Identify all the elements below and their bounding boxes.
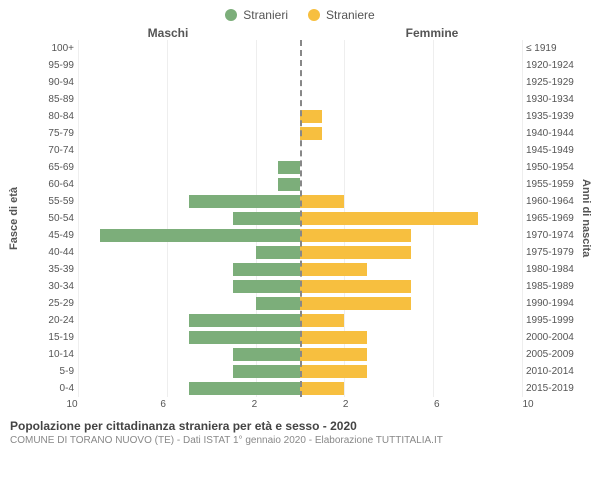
bar-male — [278, 161, 300, 174]
age-label: 85-89 — [48, 91, 74, 108]
legend: Stranieri Straniere — [0, 0, 600, 26]
birth-label: ≤ 1919 — [526, 40, 557, 57]
age-label: 70-74 — [48, 142, 74, 159]
y-axis-right-title: Anni di nascita — [578, 40, 594, 397]
bar-female — [300, 348, 367, 361]
legend-male-label: Stranieri — [243, 8, 288, 22]
x-tick: 10 — [66, 399, 77, 410]
bar-male — [189, 382, 300, 395]
age-label: 15-19 — [48, 329, 74, 346]
birth-label: 1920-1924 — [526, 57, 574, 74]
x-tick: 6 — [434, 399, 440, 410]
bar-female — [300, 229, 411, 242]
birth-label: 1990-1994 — [526, 295, 574, 312]
bar-male — [189, 314, 300, 327]
legend-female-label: Straniere — [326, 8, 375, 22]
birth-label: 1940-1944 — [526, 125, 574, 142]
age-label: 0-4 — [60, 380, 74, 397]
y-axis-left: 100+95-9990-9485-8980-8475-7970-7465-696… — [22, 40, 78, 397]
age-label: 95-99 — [48, 57, 74, 74]
birth-label: 1945-1949 — [526, 142, 574, 159]
bar-male — [278, 178, 300, 191]
legend-male: Stranieri — [225, 8, 288, 22]
bar-male — [189, 331, 300, 344]
bar-female — [300, 280, 411, 293]
age-label: 35-39 — [48, 261, 74, 278]
legend-female-swatch — [308, 9, 320, 21]
bar-male — [233, 348, 300, 361]
age-label: 5-9 — [60, 363, 74, 380]
legend-male-swatch — [225, 9, 237, 21]
legend-female: Straniere — [308, 8, 375, 22]
bar-female — [300, 314, 344, 327]
column-headers: Maschi Femmine — [0, 26, 600, 40]
y-axis-right: ≤ 19191920-19241925-19291930-19341935-19… — [522, 40, 578, 397]
header-female: Femmine — [300, 26, 534, 40]
bar-female — [300, 263, 367, 276]
birth-label: 1970-1974 — [526, 227, 574, 244]
x-tick: 10 — [522, 399, 533, 410]
bar-female — [300, 110, 322, 123]
age-label: 90-94 — [48, 74, 74, 91]
bar-male — [233, 280, 300, 293]
birth-label: 1935-1939 — [526, 108, 574, 125]
age-label: 10-14 — [48, 346, 74, 363]
bar-female — [300, 297, 411, 310]
birth-label: 1985-1989 — [526, 278, 574, 295]
age-label: 45-49 — [48, 227, 74, 244]
x-tick: 6 — [160, 399, 166, 410]
bar-male — [256, 246, 300, 259]
bar-female — [300, 331, 367, 344]
x-tick: 2 — [252, 399, 258, 410]
bar-male — [256, 297, 300, 310]
age-label: 30-34 — [48, 278, 74, 295]
birth-label: 1995-1999 — [526, 312, 574, 329]
header-male: Maschi — [66, 26, 300, 40]
grid-line — [522, 40, 523, 397]
age-label: 55-59 — [48, 193, 74, 210]
age-label: 65-69 — [48, 159, 74, 176]
y-axis-left-title: Fasce di età — [6, 40, 22, 397]
bar-female — [300, 246, 411, 259]
x-tick: 2 — [343, 399, 349, 410]
birth-label: 1950-1954 — [526, 159, 574, 176]
birth-label: 1980-1984 — [526, 261, 574, 278]
bar-female — [300, 212, 478, 225]
bar-male — [233, 365, 300, 378]
bar-male — [233, 212, 300, 225]
chart-caption: Popolazione per cittadinanza straniera p… — [0, 413, 600, 435]
x-axis: 1062 2610 — [72, 399, 528, 413]
birth-label: 1975-1979 — [526, 244, 574, 261]
birth-label: 1930-1934 — [526, 91, 574, 108]
bar-female — [300, 365, 367, 378]
birth-label: 2005-2009 — [526, 346, 574, 363]
chart-subcaption: COMUNE DI TORANO NUOVO (TE) - Dati ISTAT… — [0, 435, 600, 446]
age-label: 80-84 — [48, 108, 74, 125]
age-label: 75-79 — [48, 125, 74, 142]
age-label: 60-64 — [48, 176, 74, 193]
age-label: 50-54 — [48, 210, 74, 227]
bar-female — [300, 195, 344, 208]
birth-label: 1955-1959 — [526, 176, 574, 193]
bar-female — [300, 127, 322, 140]
age-label: 100+ — [51, 40, 74, 57]
birth-label: 1925-1929 — [526, 74, 574, 91]
birth-label: 1965-1969 — [526, 210, 574, 227]
age-label: 25-29 — [48, 295, 74, 312]
chart-area: Fasce di età 100+95-9990-9485-8980-8475-… — [0, 40, 600, 397]
birth-label: 2010-2014 — [526, 363, 574, 380]
age-label: 40-44 — [48, 244, 74, 261]
bar-female — [300, 382, 344, 395]
bar-male — [100, 229, 300, 242]
plot-area — [78, 40, 522, 397]
birth-label: 1960-1964 — [526, 193, 574, 210]
mid-line — [300, 40, 302, 397]
age-label: 20-24 — [48, 312, 74, 329]
x-axis-wrap: 10 6 2 2 6 10 — [0, 397, 600, 413]
bar-male — [189, 195, 300, 208]
bar-male — [233, 263, 300, 276]
birth-label: 2015-2019 — [526, 380, 574, 397]
birth-label: 2000-2004 — [526, 329, 574, 346]
